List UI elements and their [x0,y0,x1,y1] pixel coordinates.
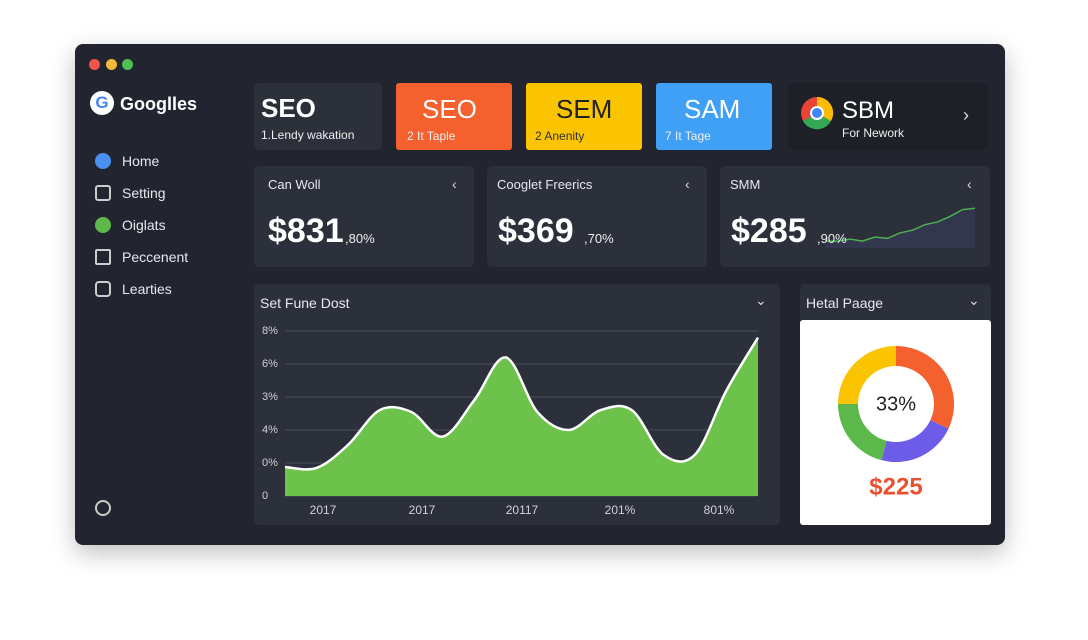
tile-title: SBM [842,97,895,124]
area-chart: 8% 6% 3% 4% 0% 0 2017 2017 20117 201% 801% [262,325,760,517]
y-tick-label: 8% [262,325,278,337]
maximize-button[interactable] [122,59,133,70]
stat-suffix: ,70% [584,231,614,246]
donut-amount: $225 [869,473,922,500]
logo: G [90,91,114,115]
nav-item[interactable]: Peccenent [122,249,189,265]
nav-icon [95,217,111,233]
browser-icon [801,96,834,130]
tile-subtitle: 2 Anenity [535,129,585,143]
nav-icon [95,153,111,169]
nav-item[interactable]: Learties [122,281,172,297]
minimize-button[interactable] [106,59,117,70]
chevron[interactable]: › [963,105,969,125]
y-tick-label: 0 [262,490,268,502]
tile-title: SEM [556,94,613,124]
stat-card [254,166,474,267]
tile[interactable] [526,83,642,150]
stat-suffix: ,90% [817,231,847,246]
tile[interactable] [656,83,772,150]
donut-segment [838,346,896,404]
tile-title: SEO [422,94,477,124]
donut-segment [896,346,954,429]
tile-subtitle: 2 It Taple [407,129,456,143]
stat-value: $369 [498,212,574,250]
nav-icon [95,249,111,265]
tile-subtitle: 1.Lendy wakation [261,128,355,142]
chevron[interactable]: ‹ [685,176,690,192]
line [284,336,760,471]
stat-label: Cooglet Freerics [497,177,593,192]
chevron[interactable]: ⌄ [755,292,767,308]
tile-subtitle: 7 It Tage [665,129,711,143]
x-tick-label: 801% [704,503,735,517]
chevron[interactable]: ‹ [967,176,972,192]
donut-center-label: 33% [876,393,916,415]
y-tick-label: 0% [262,457,278,469]
stat-card [720,166,990,267]
area [285,337,758,496]
stat-value: $285 [731,212,807,250]
spark-line [825,207,976,242]
stat-value: $831 [268,212,344,250]
nav-item[interactable]: Oiglats [122,217,166,233]
donut-title: Hetal Paage [806,295,884,311]
stat-label: SMM [730,177,761,192]
y-tick-label: 3% [262,391,278,403]
tile[interactable] [254,83,382,150]
y-tick-label: 4% [262,424,278,436]
tile-title: SEO [261,93,316,123]
chevron[interactable]: ‹ [452,176,457,192]
brand: Googlles [120,94,198,114]
tile[interactable] [396,83,512,150]
nav-item[interactable]: Setting [122,185,166,201]
stat-label: Can Woll [268,177,321,192]
chart-title: Set Fune Dost [260,295,350,311]
donut-segment [881,420,949,462]
stat-suffix: ,80% [345,231,375,246]
tile-title: SAM [684,94,741,124]
nav-icon [95,281,111,297]
x-tick-label: 20117 [506,503,539,517]
info-icon[interactable] [95,500,111,516]
stat-card [487,166,707,267]
chevron[interactable]: ⌄ [968,292,980,308]
x-tick-label: 2017 [409,503,436,517]
x-tick-label: 201% [605,503,636,517]
y-tick-label: 6% [262,358,278,370]
x-tick-label: 2017 [310,503,337,517]
donut-segment [838,404,887,461]
close-button[interactable] [89,59,100,70]
spark-area [825,208,975,248]
nav-item[interactable]: Home [122,153,160,169]
sparkline [825,207,976,248]
donut-chart: 33% $225 [838,346,954,500]
tile-subtitle: For Nework [842,126,905,140]
nav-icon [95,185,111,201]
